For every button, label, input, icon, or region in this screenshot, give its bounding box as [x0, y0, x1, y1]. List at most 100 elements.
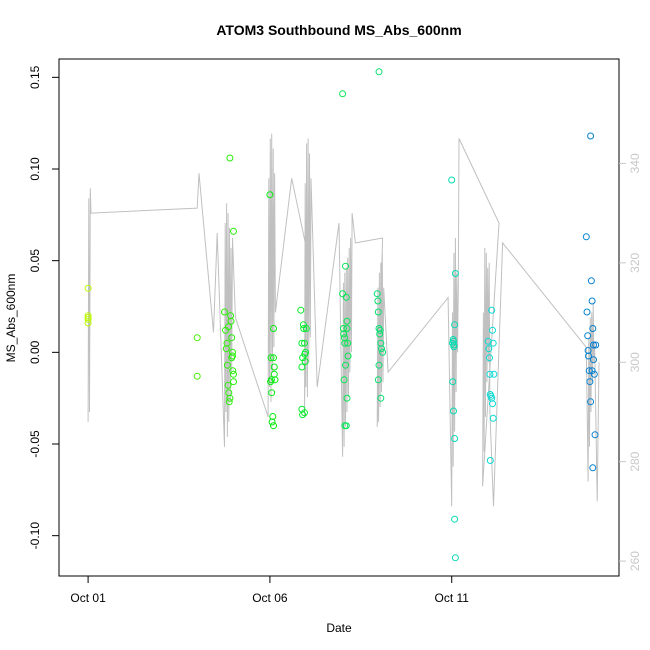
data-point: [587, 277, 595, 285]
data-point: [339, 90, 347, 98]
y2-tick-label: 320: [628, 252, 642, 272]
data-point: [225, 323, 232, 331]
data-point: [589, 325, 597, 332]
y-tick-label: -0.10: [28, 522, 42, 550]
data-point: [298, 339, 306, 347]
y-tick-label: -0.05: [28, 430, 42, 458]
data-point: [229, 367, 237, 375]
y2-tick-label: 340: [628, 153, 642, 173]
data-point: [270, 354, 277, 362]
data-point: [342, 262, 349, 270]
data-point: [226, 394, 234, 402]
data-point: [589, 464, 597, 472]
data-point: [490, 370, 498, 378]
x-tick-label: Oct 01: [70, 591, 106, 605]
data-point: [485, 345, 493, 353]
data-point: [302, 348, 309, 356]
x-tick-label: Oct 06: [252, 591, 288, 605]
data-point: [486, 370, 494, 378]
data-point: [225, 398, 233, 406]
data-point: [588, 367, 596, 375]
data-point: [374, 297, 382, 305]
data-point: [374, 308, 382, 316]
data-point: [451, 515, 459, 523]
data-point: [226, 154, 234, 162]
data-point: [227, 317, 235, 325]
data-point: [228, 334, 236, 342]
data-point: [84, 314, 92, 321]
data-point: [270, 422, 277, 430]
data-point: [374, 376, 382, 384]
data-point: [300, 325, 308, 332]
y2-tick-label: 280: [628, 451, 642, 471]
data-point: [343, 394, 351, 402]
data-point: [489, 339, 497, 347]
secondary-line: [87, 133, 600, 507]
y2-tick-label: 300: [628, 352, 642, 372]
data-point: [230, 378, 237, 386]
data-point: [587, 132, 595, 140]
data-point: [587, 398, 595, 406]
data-point: [451, 270, 459, 277]
data-point: [376, 326, 384, 334]
y-tick-label: 0.00: [28, 340, 42, 364]
data-point: [343, 317, 351, 325]
data-point: [342, 361, 349, 369]
y-tick-label: 0.05: [28, 249, 42, 273]
data-point: [342, 422, 350, 430]
chart-title: ATOM3 Southbound MS_Abs_600nm: [216, 22, 461, 38]
data-point: [375, 68, 383, 76]
data-point: [193, 372, 201, 380]
data-point: [267, 354, 275, 362]
x-axis-label: Date: [326, 621, 352, 635]
data-point: [301, 339, 308, 347]
data-point: [223, 361, 231, 369]
data-point: [489, 400, 496, 408]
data-point: [375, 361, 383, 369]
data-point: [228, 354, 236, 362]
data-point: [373, 290, 381, 298]
data-point: [224, 381, 232, 389]
data-point: [301, 409, 308, 417]
data-point: [270, 363, 278, 371]
data-point: [230, 370, 237, 378]
data-point: [591, 431, 599, 439]
y-axis-label: MS_Abs_600nm: [4, 274, 18, 363]
data-point: [583, 308, 591, 316]
data-point: [590, 341, 597, 349]
data-point: [84, 284, 92, 292]
y-axis-right: 260 280 300 320 340: [619, 153, 642, 571]
data-point: [582, 233, 590, 241]
data-point: [448, 176, 456, 184]
data-point: [590, 370, 598, 378]
data-point: [379, 348, 387, 356]
data-point: [343, 325, 351, 332]
data-point: [297, 306, 305, 314]
data-point: [584, 332, 592, 340]
data-point: [342, 293, 350, 301]
data-point: [489, 414, 497, 422]
data-point: [193, 334, 201, 342]
data-point: [344, 339, 352, 347]
data-point: [341, 339, 349, 347]
data-point: [340, 330, 348, 338]
y-tick-label: 0.10: [28, 157, 42, 181]
data-point: [270, 325, 277, 332]
data-point: [450, 341, 458, 349]
data-point: [585, 352, 592, 360]
data-point: [339, 290, 347, 298]
secondary-series: [87, 133, 600, 507]
data-point: [450, 407, 457, 415]
y-axis: -0.10 -0.05 0.00 0.05 0.10 0.15: [28, 65, 59, 549]
data-point: [302, 325, 310, 332]
data-points: [84, 68, 600, 562]
data-point: [489, 326, 496, 334]
y2-tick-label: 260: [628, 551, 642, 571]
data-point: [451, 435, 459, 442]
data-point: [267, 376, 275, 384]
data-point: [449, 378, 457, 386]
data-point: [377, 394, 385, 402]
x-axis: Oct 01 Oct 06 Oct 11: [70, 576, 469, 605]
data-point: [221, 308, 228, 316]
